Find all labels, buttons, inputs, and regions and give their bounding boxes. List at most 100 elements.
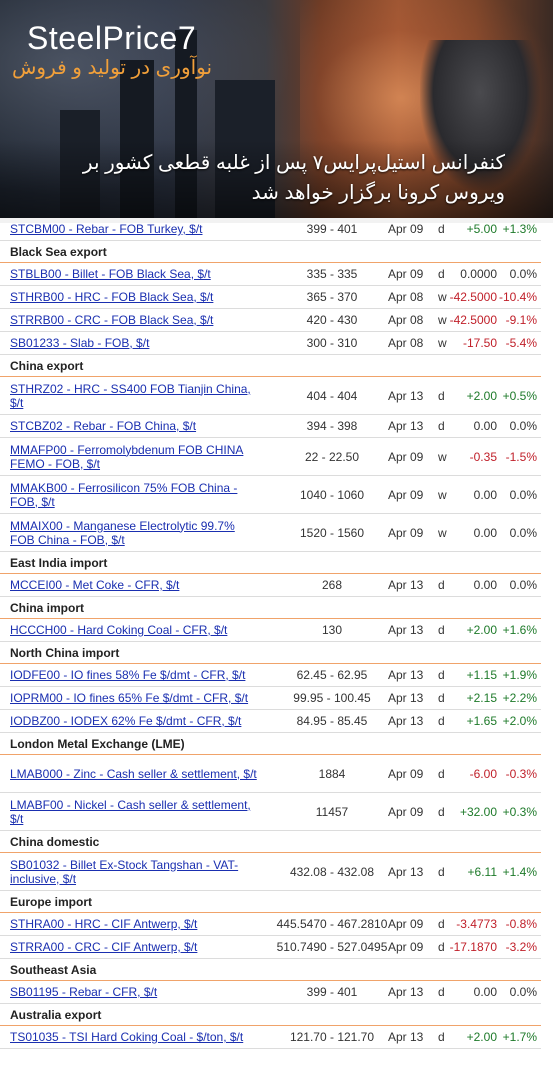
price-period: d	[438, 691, 445, 705]
price-percent: +1.9%	[502, 668, 537, 682]
price-row[interactable]: STHRA00 - HRC - CIF Antwerp, $/t 445.5470…	[0, 913, 541, 936]
price-change: +2.00	[466, 623, 497, 637]
price-row[interactable]: SB01032 - Billet Ex-Stock Tangshan - VAT…	[0, 853, 541, 891]
price-row[interactable]: IODBZ00 - IODEX 62% Fe $/dmt - CFR, $/t 8…	[0, 710, 541, 733]
price-row[interactable]: SB01195 - Rebar - CFR, $/t 399 - 401 Apr 1…	[0, 981, 541, 1004]
price-percent: 0.0%	[509, 578, 537, 592]
price-row[interactable]: MMAIX00 - Manganese Electrolytic 99.7% F…	[0, 514, 541, 552]
price-name-link[interactable]: MMAFP00 - Ferromolybdenum FOB CHINA FEMO…	[10, 442, 244, 471]
price-row[interactable]: IODFE00 - IO fines 58% Fe $/dmt - CFR, $…	[0, 664, 541, 687]
price-row[interactable]: HCCCH00 - Hard Coking Coal - CFR, $/t 130…	[0, 619, 541, 642]
section-title: Southeast Asia	[0, 959, 541, 981]
price-row[interactable]: STHRB00 - HRC - FOB Black Sea, $/t 365 - …	[0, 286, 541, 309]
price-name-link[interactable]: STBLB00 - Billet - FOB Black Sea, $/t	[10, 267, 211, 281]
price-date: Apr 09	[388, 449, 424, 464]
price-row[interactable]: LMABF00 - Nickel - Cash seller & settlem…	[0, 793, 541, 831]
price-row[interactable]: MMAKB00 - Ferrosilicon 75% FOB China - F…	[0, 476, 541, 514]
price-date: Apr 09	[388, 487, 424, 502]
price-name-link[interactable]: STHRB00 - HRC - FOB Black Sea, $/t	[10, 290, 214, 304]
price-range: 300 - 310	[306, 336, 358, 350]
price-range: 432.08 - 432.08	[289, 864, 375, 879]
price-row[interactable]: STCBZ02 - Rebar - FOB China, $/t 394 - 39…	[0, 415, 541, 438]
site-tagline: نوآوری در تولید و فروش	[12, 57, 213, 79]
price-name-link[interactable]: STCBZ02 - Rebar - FOB China, $/t	[10, 419, 197, 433]
price-date: Apr 09	[388, 917, 424, 931]
price-name-link[interactable]: TS01035 - TSI Hard Coking Coal - $/ton, …	[10, 1030, 244, 1044]
price-name-link[interactable]: STRRA00 - CRC - CIF Antwerp, $/t	[10, 940, 198, 954]
price-range: 394 - 398	[306, 419, 358, 433]
site-logo[interactable]: SteelPrice7	[27, 20, 197, 56]
price-change: -42.5000	[449, 290, 497, 304]
price-row[interactable]: MMAFP00 - Ferromolybdenum FOB CHINA FEMO…	[0, 438, 541, 476]
price-row[interactable]: SB01233 - Slab - FOB, $/t 300 - 310 Apr 08…	[0, 332, 541, 355]
price-date: Apr 09	[388, 940, 424, 954]
price-percent: 0.0%	[509, 487, 537, 502]
section-title: Black Sea export	[0, 241, 541, 263]
price-range: 1884	[318, 766, 346, 781]
price-change: 0.00	[473, 578, 497, 592]
price-period: w	[438, 336, 447, 350]
price-change: -42.5000	[449, 313, 497, 327]
price-name-link[interactable]: IOPRM00 - IO fines 65% Fe $/dmt - CFR, $…	[10, 691, 249, 705]
price-percent: 0.0%	[509, 985, 537, 999]
price-list: STCBM00 - Rebar - FOB Turkey, $/t 399 - 4…	[0, 218, 553, 1080]
price-name-link[interactable]: STHRA00 - HRC - CIF Antwerp, $/t	[10, 917, 198, 931]
price-percent: +1.7%	[502, 1030, 537, 1044]
price-percent: -5.4%	[505, 336, 537, 350]
price-period: w	[438, 487, 447, 502]
price-name-link[interactable]: LMABF00 - Nickel - Cash seller & settlem…	[10, 797, 251, 826]
price-date: Apr 13	[388, 864, 424, 879]
price-row[interactable]: STBLB00 - Billet - FOB Black Sea, $/t 335…	[0, 263, 541, 286]
price-name-link[interactable]: IODBZ00 - IODEX 62% Fe $/dmt - CFR, $/t	[10, 714, 242, 728]
price-row[interactable]: TS01035 - TSI Hard Coking Coal - $/ton, …	[0, 1026, 541, 1049]
price-date: Apr 13	[388, 1030, 424, 1044]
price-range: 84.95 - 85.45	[296, 714, 368, 728]
price-name-link[interactable]: SB01032 - Billet Ex-Stock Tangshan - VAT…	[10, 857, 239, 886]
price-name-link[interactable]: IODFE00 - IO fines 58% Fe $/dmt - CFR, $…	[10, 668, 246, 682]
price-row[interactable]: STCBM00 - Rebar - FOB Turkey, $/t 399 - 4…	[0, 218, 541, 241]
price-range: 62.45 - 62.95	[296, 668, 368, 682]
price-date: Apr 13	[388, 623, 424, 637]
price-row[interactable]: IOPRM00 - IO fines 65% Fe $/dmt - CFR, $…	[0, 687, 541, 710]
price-change: +6.11	[467, 864, 497, 879]
price-period: d	[438, 578, 445, 592]
price-name-link[interactable]: STCBM00 - Rebar - FOB Turkey, $/t	[10, 222, 203, 236]
price-row[interactable]: MCCEI00 - Met Coke - CFR, $/t 268 Apr 13 d 0…	[0, 574, 541, 597]
price-name-link[interactable]: SB01233 - Slab - FOB, $/t	[10, 336, 150, 350]
price-range: 510.7490 - 527.0495	[276, 940, 388, 954]
price-name-link[interactable]: STRRB00 - CRC - FOB Black Sea, $/t	[10, 313, 214, 327]
price-row[interactable]: STHRZ02 - HRC - SS400 FOB Tianjin China,…	[0, 377, 541, 415]
price-period: d	[438, 388, 445, 403]
price-name-link[interactable]: MCCEI00 - Met Coke - CFR, $/t	[10, 578, 180, 592]
price-row[interactable]: STRRB00 - CRC - FOB Black Sea, $/t 420 - …	[0, 309, 541, 332]
price-name-link[interactable]: LMAB000 - Zinc - Cash seller & settlemen…	[10, 766, 257, 781]
price-range: 399 - 401	[306, 985, 358, 999]
price-name-link[interactable]: MMAIX00 - Manganese Electrolytic 99.7% F…	[10, 518, 235, 547]
price-date: Apr 13	[388, 388, 424, 403]
section-title: London Metal Exchange (LME)	[0, 733, 541, 755]
price-range: 404 - 404	[306, 388, 358, 403]
price-change: -17.1870	[449, 940, 497, 954]
price-name-link[interactable]: HCCCH00 - Hard Coking Coal - CFR, $/t	[10, 623, 228, 637]
section-title: Europe import	[0, 891, 541, 913]
price-change: -17.50	[462, 336, 497, 350]
list-top-divider	[0, 218, 553, 223]
price-period: w	[438, 313, 447, 327]
price-percent: -1.5%	[505, 449, 537, 464]
price-change: 0.00	[473, 985, 497, 999]
price-percent: 0.0%	[509, 419, 537, 433]
price-period: d	[438, 419, 445, 433]
price-row[interactable]: LMAB000 - Zinc - Cash seller & settlemen…	[0, 755, 541, 793]
price-range: 130	[321, 623, 343, 637]
news-banner[interactable]: SteelPrice7 نوآوری در تولید و فروش کنفرا…	[0, 0, 553, 218]
price-date: Apr 13	[388, 578, 424, 592]
price-name-link[interactable]: MMAKB00 - Ferrosilicon 75% FOB China - F…	[10, 480, 238, 509]
price-row[interactable]: STRRA00 - CRC - CIF Antwerp, $/t 510.7490…	[0, 936, 541, 959]
price-name-link[interactable]: STHRZ02 - HRC - SS400 FOB Tianjin China,…	[10, 381, 251, 410]
price-name-link[interactable]: SB01195 - Rebar - CFR, $/t	[10, 985, 158, 999]
price-range: 121.70 - 121.70	[289, 1030, 375, 1044]
news-headline[interactable]: کنفرانس استیل‌پرایس۷ پس از غلبه قطعی کشو…	[82, 152, 505, 204]
price-period: w	[438, 525, 447, 540]
price-period: d	[438, 940, 445, 954]
section-title: Australia export	[0, 1004, 541, 1026]
